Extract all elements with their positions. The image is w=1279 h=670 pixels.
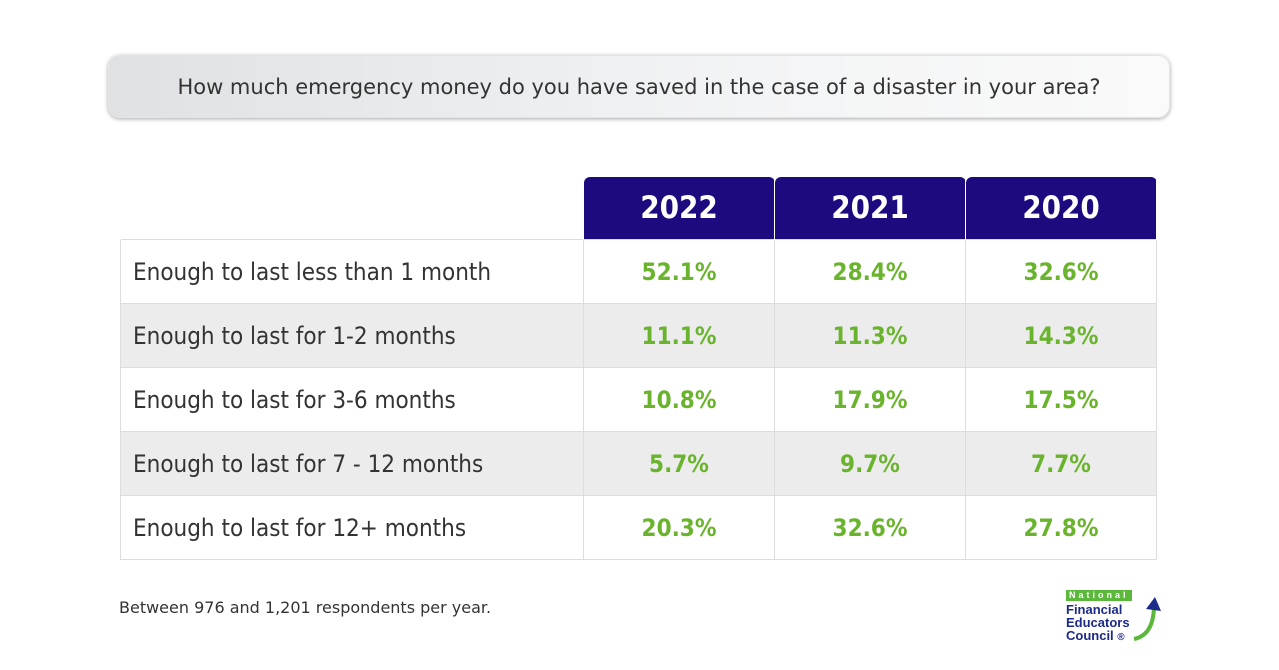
row-label: Enough to last for 1-2 months <box>120 303 584 368</box>
logo-council-text: Council <box>1066 628 1114 643</box>
question-title: How much emergency money do you have sav… <box>108 55 1170 118</box>
value-cell: 20.3% <box>583 495 775 560</box>
column-header: 2020 <box>965 177 1157 240</box>
results-table: 2022 2021 2020 Enough to last less than … <box>120 177 1157 560</box>
arrow-icon <box>1133 597 1161 641</box>
value-cell: 7.7% <box>965 431 1157 496</box>
table-row: Enough to last less than 1 month 52.1% 28.… <box>120 239 1157 304</box>
value-cell: 17.5% <box>965 367 1157 432</box>
column-header: 2022 <box>583 177 775 240</box>
table-row: Enough to last for 3-6 months 10.8% 17.9% 1… <box>120 367 1157 432</box>
row-label: Enough to last for 12+ months <box>120 495 584 560</box>
table-row: Enough to last for 7 - 12 months 5.7% 9.7%… <box>120 431 1157 496</box>
value-cell: 10.8% <box>583 367 775 432</box>
row-label: Enough to last for 7 - 12 months <box>120 431 584 496</box>
value-cell: 11.1% <box>583 303 775 368</box>
table-row: Enough to last for 12+ months 20.3% 32.6% 2… <box>120 495 1157 560</box>
value-cell: 5.7% <box>583 431 775 496</box>
value-cell: 32.6% <box>965 239 1157 304</box>
value-cell: 9.7% <box>774 431 966 496</box>
row-label: Enough to last for 3-6 months <box>120 367 584 432</box>
value-cell: 27.8% <box>965 495 1157 560</box>
logo-financial: Financial <box>1066 602 1123 617</box>
logo-educators: Educators <box>1066 615 1130 630</box>
value-cell: 52.1% <box>583 239 775 304</box>
value-cell: 14.3% <box>965 303 1157 368</box>
respondents-note: Between 976 and 1,201 respondents per ye… <box>119 598 492 617</box>
value-cell: 28.4% <box>774 239 966 304</box>
header-row: 2022 2021 2020 <box>120 177 1157 240</box>
value-cell: 32.6% <box>774 495 966 560</box>
logo-council: Council ® <box>1066 628 1125 643</box>
header-blank <box>120 177 584 240</box>
nefe-logo: National Financial Educators Council ® <box>1066 585 1161 645</box>
logo-national: National <box>1066 590 1132 601</box>
row-label: Enough to last less than 1 month <box>120 239 584 304</box>
value-cell: 17.9% <box>774 367 966 432</box>
value-cell: 11.3% <box>774 303 966 368</box>
column-header: 2021 <box>774 177 966 240</box>
table-row: Enough to last for 1-2 months 11.1% 11.3% 1… <box>120 303 1157 368</box>
